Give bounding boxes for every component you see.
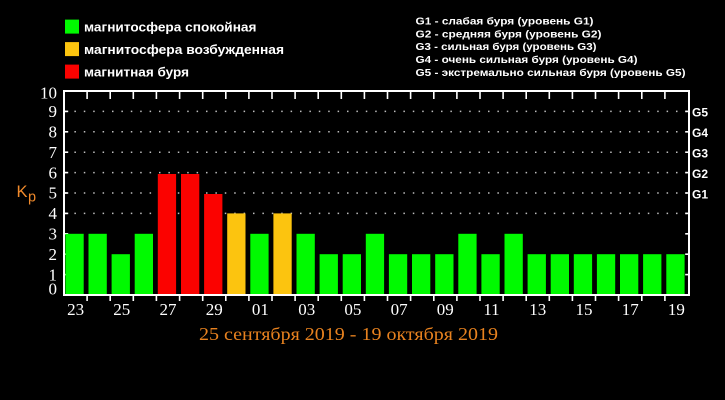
svg-text:10: 10 xyxy=(40,84,57,103)
svg-text:5: 5 xyxy=(49,184,58,203)
svg-text:01: 01 xyxy=(252,300,269,319)
svg-text:магнитосфера возбужденная: магнитосфера возбужденная xyxy=(84,42,284,57)
svg-text:G3 - сильная буря (уровень G3): G3 - сильная буря (уровень G3) xyxy=(416,41,597,53)
svg-text:4: 4 xyxy=(49,204,58,223)
svg-text:G1 - слабая буря (уровень G1): G1 - слабая буря (уровень G1) xyxy=(416,16,594,28)
svg-text:G4 - очень сильная буря (урове: G4 - очень сильная буря (уровень G4) xyxy=(416,54,638,66)
svg-text:17: 17 xyxy=(622,300,640,319)
svg-text:23: 23 xyxy=(67,300,84,319)
svg-text:G1: G1 xyxy=(692,187,708,201)
svg-text:7: 7 xyxy=(49,143,58,162)
svg-text:G2: G2 xyxy=(692,167,708,181)
svg-text:27: 27 xyxy=(160,300,178,319)
svg-text:G2 - средняя буря (уровень G2): G2 - средняя буря (уровень G2) xyxy=(416,28,602,40)
svg-text:8: 8 xyxy=(49,123,58,142)
svg-text:3: 3 xyxy=(49,225,58,244)
svg-text:2: 2 xyxy=(49,245,58,264)
svg-text:магнитосфера спокойная: магнитосфера спокойная xyxy=(84,20,257,35)
svg-text:6: 6 xyxy=(49,163,58,182)
svg-text:03: 03 xyxy=(298,300,315,319)
svg-text:G3: G3 xyxy=(692,147,708,161)
svg-text:13: 13 xyxy=(529,300,546,319)
svg-text:25: 25 xyxy=(113,300,130,319)
svg-text:9: 9 xyxy=(49,102,58,121)
svg-text:0: 0 xyxy=(49,280,58,299)
svg-text:25 сентября 2019 - 19 октября: 25 сентября 2019 - 19 октября 2019 xyxy=(199,324,498,344)
svg-text:магнитная буря: магнитная буря xyxy=(84,65,189,80)
svg-text:09: 09 xyxy=(437,300,454,319)
svg-text:1: 1 xyxy=(49,265,58,284)
svg-text:K: K xyxy=(17,183,28,201)
svg-text:19: 19 xyxy=(668,300,685,319)
svg-text:11: 11 xyxy=(483,300,499,319)
svg-text:G5: G5 xyxy=(692,106,708,120)
svg-text:p: p xyxy=(28,190,36,206)
svg-text:05: 05 xyxy=(344,300,361,319)
svg-text:07: 07 xyxy=(391,300,409,319)
svg-text:15: 15 xyxy=(576,300,593,319)
svg-text:29: 29 xyxy=(206,300,223,319)
svg-text:G5 - экстремально сильная буря: G5 - экстремально сильная буря (уровень … xyxy=(416,67,686,79)
svg-text:G4: G4 xyxy=(692,126,708,140)
